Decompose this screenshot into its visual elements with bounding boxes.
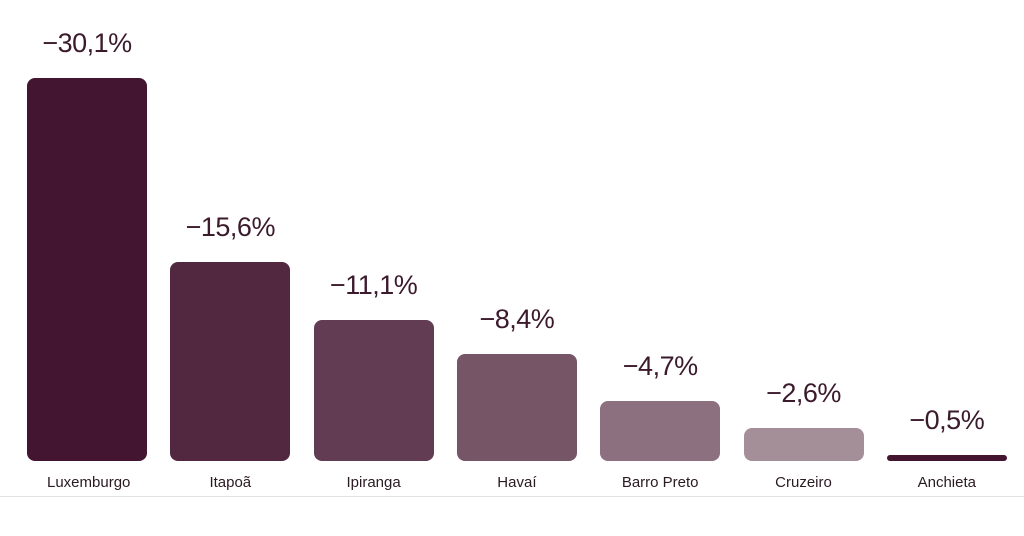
value-label: −2,6% — [766, 377, 841, 408]
baseline — [0, 496, 1024, 497]
bar — [27, 77, 147, 461]
value-label: −8,4% — [479, 304, 555, 335]
bar — [170, 262, 291, 461]
x-tick-label: Cruzeiro — [775, 474, 832, 491]
value-label: −15,6% — [185, 212, 276, 243]
value-label: −4,7% — [622, 351, 698, 382]
x-tick-label: Anchieta — [917, 474, 976, 491]
bar — [743, 427, 864, 461]
x-tick-label: Luxemburgo — [47, 474, 131, 491]
value-label: −30,1% — [42, 27, 132, 58]
bar — [313, 319, 434, 461]
x-tick-label: Havaí — [497, 474, 537, 491]
bar — [886, 454, 1007, 461]
bar — [456, 354, 577, 461]
x-tick-label: Ipiranga — [346, 474, 401, 491]
value-label: −11,1% — [329, 269, 418, 300]
x-tick-label: Itapoã — [209, 474, 252, 491]
bar — [600, 401, 721, 461]
x-tick-label: Barro Preto — [621, 474, 699, 491]
value-label: −0,5% — [909, 404, 985, 435]
